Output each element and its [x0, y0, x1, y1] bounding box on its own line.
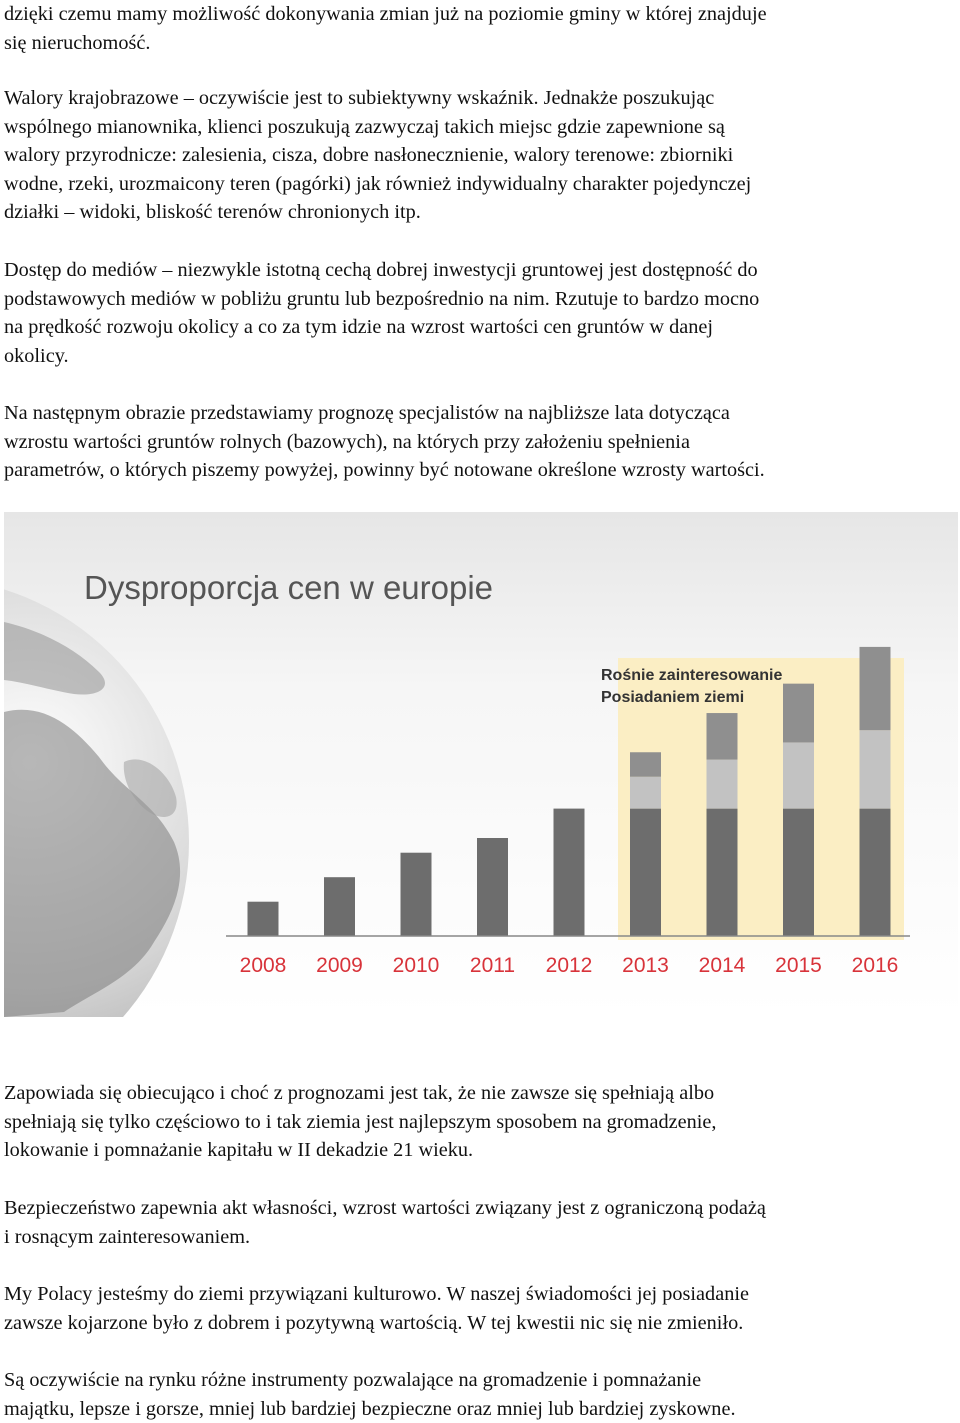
- paragraph-line: dzięki czemu mamy możliwość dokonywania …: [4, 3, 767, 25]
- bar-segment-base-2013: [630, 808, 661, 936]
- bar-segment-base-2016: [859, 808, 891, 936]
- bar-segment-top-2013: [630, 752, 661, 777]
- paragraph-line: Bezpieczeństwo zapewnia akt własności, w…: [4, 1197, 766, 1219]
- paragraph-6: Bezpieczeństwo zapewnia akt własności, w…: [4, 1194, 952, 1251]
- paragraph-line: wspólnego mianownika, klienci poszukują …: [4, 115, 725, 138]
- bar-segment-top-2016: [859, 646, 891, 731]
- paragraph-line: na prędkość rozwoju okolicy a co za tym …: [4, 316, 714, 339]
- paragraph-2: Walory krajobrazowe – oczywiście jest to…: [4, 84, 952, 227]
- paragraph-line: Walory krajobrazowe – oczywiście jest to…: [4, 87, 715, 109]
- paragraph-line: Na następnym obrazie przedstawiamy progn…: [4, 402, 730, 424]
- year-label-2009: 2009: [316, 954, 363, 977]
- paragraph-line: Dostęp do mediów – niezwykle istotną cec…: [4, 259, 758, 281]
- year-labels: 2008 2009 2010 2011 2012 2013 2014 2015 2016: [240, 954, 899, 977]
- paragraph-line: lokowanie i pomnażanie kapitału w II dek…: [4, 1139, 474, 1162]
- paragraph-line: działki – widoki, bliskość terenów chron…: [4, 201, 421, 224]
- year-label-2011: 2011: [470, 954, 515, 977]
- paragraph-line: zawsze kojarzone było z dobrem i pozytyw…: [4, 1311, 744, 1334]
- annotation-line-2: Posiadaniem ziemi: [601, 689, 744, 706]
- bar-segment-top-2015: [783, 683, 814, 743]
- bar-segment-base-2011: [477, 838, 508, 936]
- bar-segment-mid-2015: [783, 742, 814, 809]
- year-label-2010: 2010: [393, 954, 440, 977]
- year-label-2015: 2015: [775, 954, 822, 977]
- bar-segment-base-2012: [553, 808, 585, 936]
- paragraph-line: walory przyrodnicze: zalesienia, cisza, …: [4, 144, 734, 167]
- bar-segment-mid-2013: [630, 776, 661, 809]
- bar-group: [247, 646, 891, 936]
- year-label-2014: 2014: [699, 954, 746, 977]
- price-chart: Dysproporcja cen w europie Rośnie zainte…: [4, 512, 958, 1017]
- paragraph-line: okolicy.: [4, 344, 69, 367]
- paragraph-1: dzięki czemu mamy możliwość dokonywania …: [4, 0, 952, 57]
- annotation-highlight: [618, 658, 904, 940]
- year-label-2012: 2012: [546, 954, 593, 977]
- bar-segment-base-2014: [706, 808, 738, 936]
- paragraph-7: My Polacy jesteśmy do ziemi przywiązani …: [4, 1280, 952, 1337]
- bar-segment-mid-2016: [859, 730, 891, 809]
- paragraph-4: Na następnym obrazie przedstawiamy progn…: [4, 399, 952, 485]
- year-label-2013: 2013: [622, 954, 669, 977]
- globe-graphic: [4, 589, 189, 1017]
- bar-segment-base-2008: [247, 901, 279, 936]
- chart-figure: Dysproporcja cen w europie Rośnie zainte…: [4, 512, 958, 1017]
- paragraph-5: Zapowiada się obiecująco i choć z progno…: [4, 1079, 952, 1165]
- paragraph-line: wodne, rzeki, urozmaicony teren (pagórki…: [4, 172, 752, 195]
- bar-segment-base-2010: [400, 852, 432, 936]
- paragraph-line: Zapowiada się obiecująco i choć z progno…: [4, 1082, 715, 1104]
- paragraph-line: podstawowych mediów w pobliżu gruntu lub…: [4, 287, 760, 310]
- bar-segment-top-2014: [706, 713, 738, 760]
- year-label-2016: 2016: [852, 954, 899, 977]
- paragraph-line: Są oczywiście na rynku różne instrumenty…: [4, 1369, 702, 1391]
- chart-title: Dysproporcja cen w europie: [84, 569, 493, 606]
- bar-segment-mid-2014: [706, 759, 738, 809]
- year-label-2008: 2008: [240, 954, 287, 977]
- paragraph-line: wzrostu wartości gruntów rolnych (bazowy…: [4, 430, 690, 453]
- paragraph-line: parametrów, o których piszemy powyżej, p…: [4, 459, 765, 482]
- paragraph-line: się nieruchomość.: [4, 31, 151, 54]
- bar-segment-base-2009: [324, 877, 355, 936]
- paragraph-line: i rosnącym zainteresowaniem.: [4, 1225, 251, 1248]
- paragraph-line: My Polacy jesteśmy do ziemi przywiązani …: [4, 1283, 749, 1305]
- paragraph-3: Dostęp do mediów – niezwykle istotną cec…: [4, 256, 952, 370]
- bar-segment-base-2015: [783, 808, 814, 936]
- annotation-line-1: Rośnie zainteresowanie: [601, 667, 782, 684]
- paragraph-line: majątku, lepsze i gorsze, mniej lub bard…: [4, 1397, 736, 1420]
- paragraph-8: Są oczywiście na rynku różne instrumenty…: [4, 1366, 952, 1423]
- paragraph-line: spełniają się tylko częściowo to i tak z…: [4, 1110, 717, 1133]
